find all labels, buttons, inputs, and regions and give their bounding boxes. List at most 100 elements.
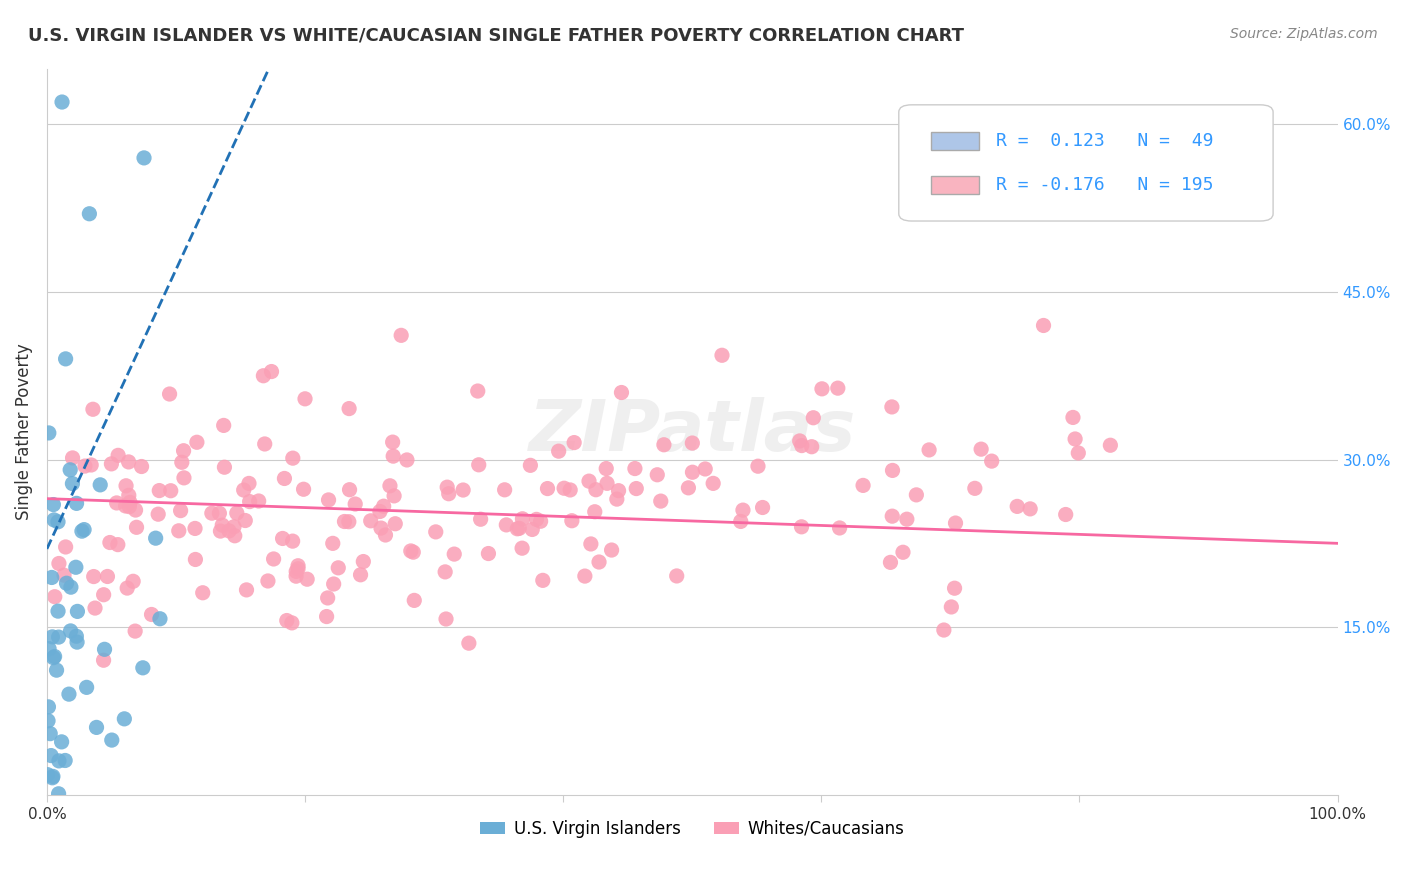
Point (59, 463, 82, 477)
Point (252, 368, 274, 383)
Point (1019, 501, 1042, 516)
Point (208, 506, 231, 520)
Point (360, 514, 382, 528)
Point (73, 458, 96, 473)
Point (508, 521, 530, 535)
Point (107, 448, 129, 462)
Point (45, 663, 67, 677)
Point (105, 496, 128, 510)
Point (382, 489, 405, 503)
Point (211, 518, 233, 533)
Point (882, 463, 904, 477)
FancyBboxPatch shape (931, 132, 980, 150)
Point (801, 410, 824, 425)
Point (83, 569, 105, 583)
Point (39, 748, 62, 763)
Point (451, 483, 474, 497)
Point (173, 471, 195, 485)
Point (578, 474, 600, 488)
Point (62, 476, 84, 491)
Point (59, 580, 82, 594)
Point (800, 440, 823, 454)
Point (141, 607, 163, 622)
Point (495, 517, 517, 532)
Point (294, 392, 316, 406)
Point (943, 581, 966, 595)
Point (44, 590, 66, 604)
Point (970, 442, 993, 457)
Point (730, 515, 752, 529)
Point (125, 520, 148, 534)
Point (79, 207, 101, 221)
Point (561, 514, 583, 528)
Point (112, 712, 135, 726)
Point (281, 534, 304, 549)
Point (882, 509, 904, 524)
Point (610, 385, 633, 400)
Point (574, 569, 596, 583)
Point (1062, 410, 1084, 425)
Point (41, 570, 63, 584)
Point (42, 498, 65, 512)
Point (945, 516, 967, 530)
Point (506, 522, 529, 536)
Point (232, 483, 254, 497)
Point (522, 523, 544, 537)
Point (62, 450, 84, 465)
Point (225, 506, 247, 520)
Point (395, 453, 418, 467)
Point (316, 591, 339, 605)
Point (84, 601, 107, 615)
Point (891, 545, 914, 559)
Point (434, 565, 457, 579)
Point (932, 623, 955, 637)
Text: ZIPatlas: ZIPatlas (529, 397, 856, 467)
Point (295, 572, 318, 586)
Point (349, 567, 371, 582)
Point (44, 649, 66, 664)
Point (607, 483, 630, 498)
Point (233, 514, 256, 528)
Point (48, 557, 70, 571)
Point (526, 512, 548, 526)
Point (100, 457, 122, 471)
Point (322, 577, 344, 591)
Point (880, 400, 903, 414)
Text: U.S. VIRGIN ISLANDER VS WHITE/CAUCASIAN SINGLE FATHER POVERTY CORRELATION CHART: U.S. VIRGIN ISLANDER VS WHITE/CAUCASIAN … (28, 27, 965, 45)
Point (681, 436, 703, 450)
Point (37, 767, 59, 781)
Point (583, 505, 606, 519)
Point (184, 521, 207, 535)
Point (374, 528, 396, 542)
Point (789, 434, 811, 448)
Point (76, 681, 98, 695)
Point (191, 586, 214, 600)
Point (339, 483, 361, 497)
Point (399, 544, 422, 558)
Point (322, 536, 344, 550)
Point (65, 629, 87, 643)
Point (467, 384, 489, 398)
Point (41, 771, 63, 785)
Point (333, 515, 356, 529)
Point (624, 461, 647, 475)
Point (131, 459, 153, 474)
Y-axis label: Single Father Poverty: Single Father Poverty (15, 343, 32, 520)
Point (148, 507, 170, 521)
Point (731, 503, 754, 517)
Point (457, 636, 479, 650)
Point (93, 588, 115, 602)
FancyBboxPatch shape (898, 105, 1272, 221)
Point (145, 531, 167, 545)
Point (89, 478, 111, 492)
Point (678, 481, 700, 495)
Point (46, 604, 69, 618)
Point (751, 500, 773, 515)
Point (65, 496, 87, 510)
Point (238, 476, 260, 491)
Point (55, 540, 77, 554)
Point (170, 455, 193, 469)
Point (905, 488, 928, 502)
Point (425, 524, 447, 539)
Point (173, 443, 195, 458)
